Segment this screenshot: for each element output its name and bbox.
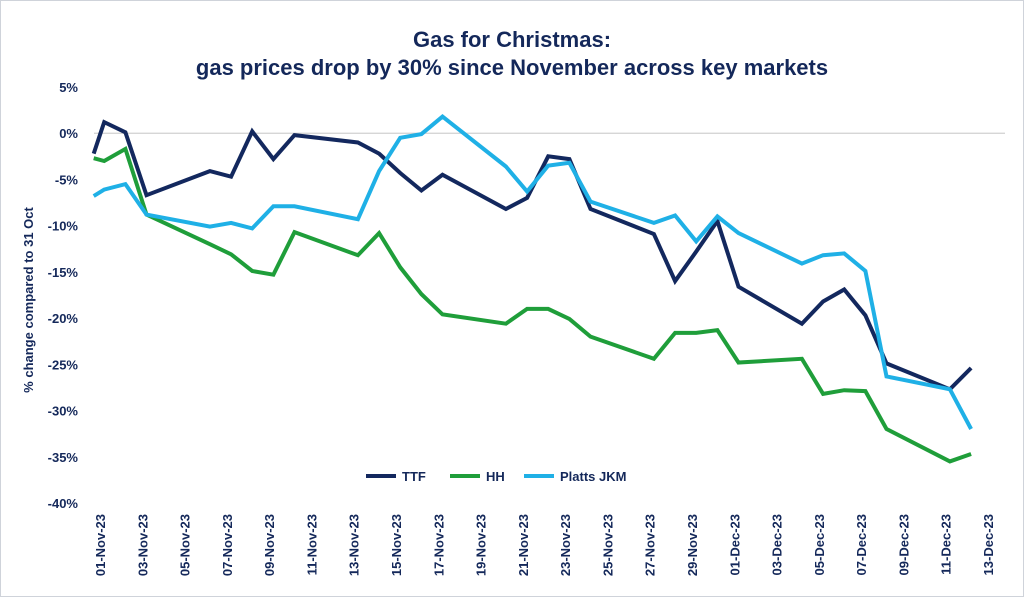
- x-tick-label: 13-Nov-23: [347, 514, 362, 576]
- y-tick-label: -40%: [48, 496, 79, 511]
- x-tick-label: 03-Nov-23: [135, 514, 150, 576]
- x-tick-label: 11-Dec-23: [939, 514, 954, 575]
- x-tick-label: 15-Nov-23: [389, 514, 404, 576]
- series-line-ttf: [91, 119, 973, 392]
- x-tick-label: 23-Nov-23: [558, 514, 573, 576]
- x-tick-label: 19-Nov-23: [474, 514, 489, 576]
- x-tick-label: 11-Nov-23: [304, 514, 319, 575]
- x-tick-label: 01-Nov-23: [93, 514, 108, 576]
- chart-title: Gas for Christmas:: [412, 27, 612, 52]
- x-tick-label: 25-Nov-23: [600, 514, 615, 576]
- x-tick-label: 09-Dec-23: [896, 514, 911, 575]
- x-tick-label: 29-Nov-23: [685, 514, 700, 576]
- y-tick-label: 0%: [59, 126, 78, 141]
- x-tick-label: 13-Dec-23: [981, 514, 996, 575]
- series-line-platts-jkm: [92, 114, 973, 430]
- x-tick-label: 07-Nov-23: [220, 514, 235, 576]
- y-tick-label: -30%: [48, 404, 79, 419]
- y-tick-label: -5%: [55, 172, 79, 187]
- x-tick-label: 27-Nov-23: [643, 514, 658, 576]
- legend-label: HH: [486, 469, 505, 484]
- x-tick-label: 07-Dec-23: [854, 514, 869, 575]
- y-tick-label: -15%: [48, 265, 79, 280]
- x-tick-label: 03-Dec-23: [770, 514, 785, 575]
- y-tick-label: -20%: [48, 311, 79, 326]
- x-tick-label: 05-Dec-23: [812, 514, 827, 575]
- x-tick-label: 17-Nov-23: [431, 514, 446, 576]
- y-tick-label: -35%: [48, 450, 79, 465]
- y-tick-label: -25%: [48, 357, 79, 372]
- x-tick-label: 01-Dec-23: [727, 514, 742, 575]
- legend-label: Platts JKM: [560, 469, 626, 484]
- chart-subtitle: gas prices drop by 30% since November ac…: [195, 55, 829, 80]
- x-tick-label: 21-Nov-23: [516, 514, 531, 576]
- y-tick-label: 5%: [59, 80, 78, 95]
- x-tick-label: 05-Nov-23: [178, 514, 193, 576]
- x-tick-label: 09-Nov-23: [262, 514, 277, 576]
- y-axis-label: % change compared to 31 Oct: [21, 207, 36, 393]
- y-tick-label: -10%: [48, 219, 79, 234]
- legend-label: TTF: [402, 469, 426, 484]
- series-line-hh: [93, 145, 972, 464]
